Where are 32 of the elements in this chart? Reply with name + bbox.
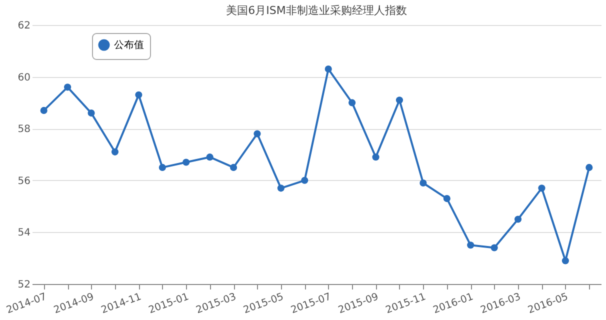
point: [158, 164, 166, 171]
point: [538, 184, 546, 192]
point: [301, 176, 308, 184]
legend-label: 公布值: [114, 39, 144, 51]
y-tick-label: 60: [18, 72, 30, 84]
y-tick-label: 54: [18, 228, 30, 239]
point: [490, 244, 498, 252]
chart-title: 美国6月ISM非制造业采购经理人指数: [226, 4, 407, 17]
y-tick-label: 52: [18, 280, 30, 290]
point: [324, 66, 332, 73]
point: [562, 257, 569, 264]
point: [443, 195, 450, 202]
point: [420, 179, 427, 187]
point: [348, 99, 356, 106]
point: [182, 158, 190, 166]
point: [254, 130, 261, 138]
point: [467, 242, 474, 249]
point: [277, 184, 284, 192]
point: [40, 106, 48, 114]
y-tick-label: 56: [18, 176, 30, 187]
point: [586, 164, 593, 171]
point: [111, 148, 119, 156]
point: [514, 216, 522, 223]
point: [396, 96, 404, 104]
y-tick-label: 58: [18, 124, 30, 136]
y-tick-label: 62: [18, 20, 30, 32]
point: [206, 154, 214, 161]
point: [230, 164, 238, 171]
point: [135, 91, 142, 98]
point: [372, 154, 380, 161]
point: [64, 84, 72, 91]
point: [88, 110, 95, 117]
